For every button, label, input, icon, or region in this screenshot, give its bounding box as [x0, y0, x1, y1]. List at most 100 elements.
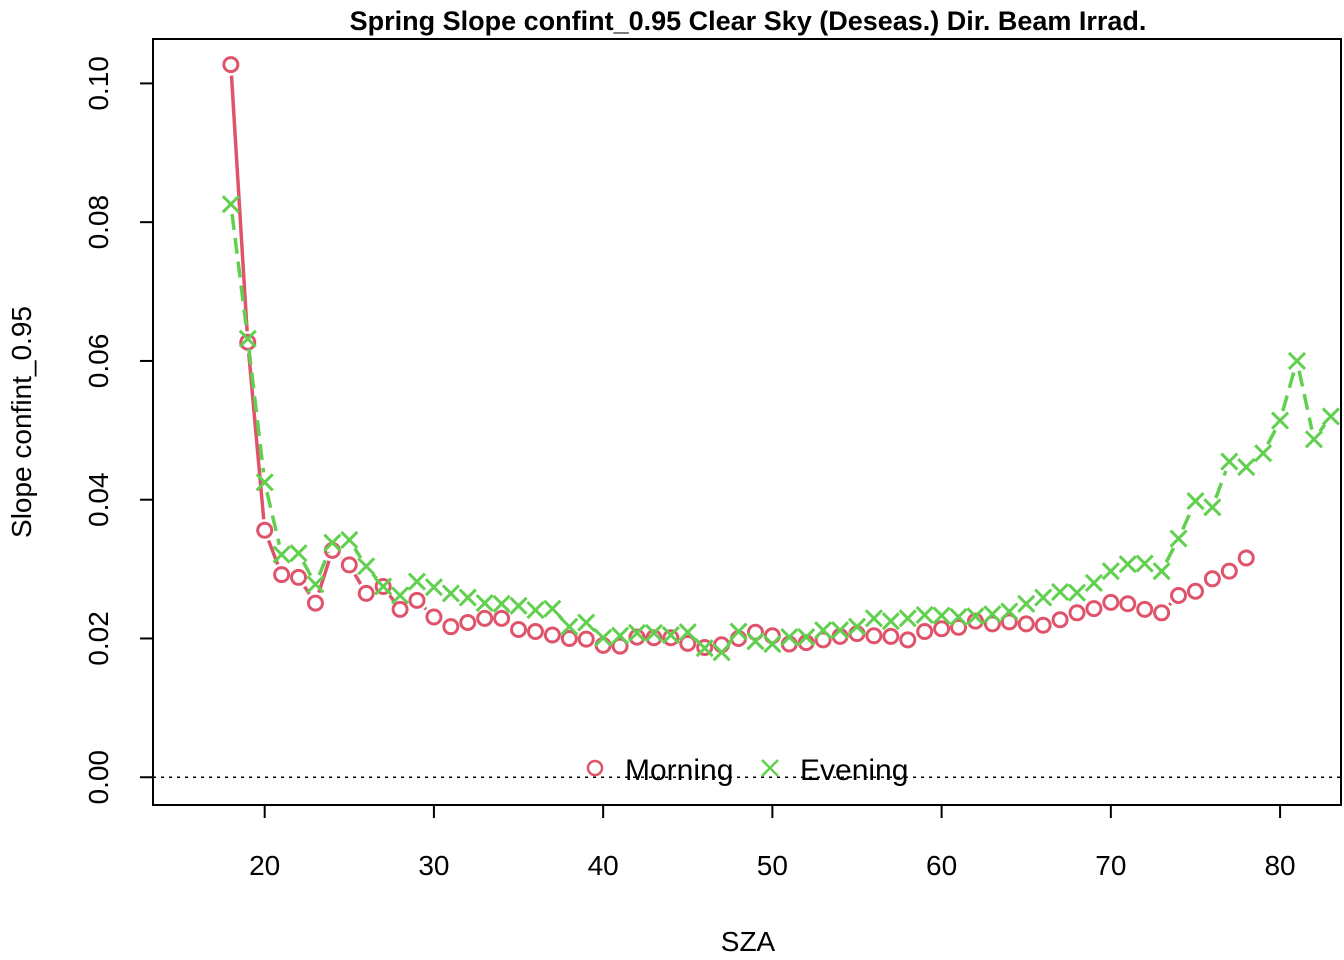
evening-line-segment — [1214, 470, 1228, 499]
evening-point — [577, 613, 596, 632]
y-tick-label: 0.06 — [83, 334, 114, 389]
morning-point — [1085, 600, 1103, 618]
evening-point — [814, 621, 833, 640]
morning-point — [425, 608, 443, 626]
morning-point — [696, 638, 714, 656]
x-tick-label: 30 — [418, 850, 449, 881]
evening-line-segment — [230, 213, 249, 330]
evening-point — [340, 530, 359, 550]
morning-point — [323, 541, 341, 559]
x-axis: 20 30 40 50 60 70 80 — [249, 804, 1296, 881]
y-tick-label: 0.02 — [83, 611, 114, 666]
evening-point — [424, 578, 443, 597]
y-tick-label: 0.08 — [83, 195, 114, 250]
morning-point — [1220, 562, 1238, 580]
morning-point — [374, 577, 392, 595]
morning-point — [493, 609, 511, 627]
evening-point — [374, 577, 393, 596]
morning-line-segment — [1168, 602, 1173, 607]
evening-point — [881, 612, 900, 631]
evening-point — [1000, 602, 1019, 621]
morning-point — [560, 629, 578, 647]
evening-line-segment — [1164, 546, 1176, 564]
evening-point — [949, 607, 968, 627]
evening-point — [1152, 562, 1171, 581]
evening-point — [780, 628, 799, 647]
evening-point — [898, 609, 917, 628]
legend: Morning Evening — [586, 754, 908, 787]
evening-point — [255, 473, 274, 492]
x-axis-label: SZA — [721, 926, 776, 957]
morning-point — [1170, 586, 1188, 604]
evening-point — [475, 594, 494, 613]
evening-point — [1017, 594, 1036, 613]
y-axis: 0.00 0.02 0.04 0.06 0.08 0.10 — [83, 56, 154, 804]
evening-point — [763, 634, 782, 654]
morning-point — [865, 627, 883, 645]
evening-point — [797, 628, 816, 647]
evening-point — [1321, 407, 1340, 426]
evening-point — [441, 584, 460, 603]
evening-point — [1051, 582, 1070, 602]
evening-point — [627, 623, 647, 642]
evening-point — [729, 622, 748, 641]
evening-point — [678, 623, 697, 642]
morning-point — [1203, 570, 1221, 588]
evening-point — [509, 596, 528, 615]
morning-point — [357, 584, 375, 602]
evening-line-segment — [1266, 428, 1278, 446]
evening-line-segment — [1181, 509, 1193, 531]
morning-point — [510, 620, 528, 638]
morning-line-segment — [229, 75, 249, 332]
morning-point — [594, 636, 612, 654]
evening-point — [1084, 573, 1103, 593]
evening-point — [289, 544, 308, 563]
morning-point — [950, 618, 968, 636]
evening-point — [847, 617, 867, 636]
evening-point — [306, 575, 325, 594]
morning-point — [1186, 582, 1204, 600]
evening-point — [407, 572, 427, 591]
morning-line-segment — [423, 606, 428, 611]
morning-point — [442, 618, 460, 636]
morning-point — [340, 556, 358, 574]
evening-point — [1135, 554, 1154, 573]
morning-point — [1136, 600, 1154, 618]
x-tick-label: 80 — [1264, 850, 1295, 881]
evening-point — [712, 643, 731, 662]
evening-point — [932, 606, 951, 625]
morning-point — [222, 56, 240, 74]
evening-point — [526, 600, 545, 620]
evening-point — [915, 605, 934, 624]
morning-point — [713, 636, 731, 654]
evening-line-segment — [265, 491, 282, 546]
y-tick-label: 0.10 — [83, 56, 114, 111]
morning-point — [679, 634, 697, 652]
morning-point — [1051, 611, 1069, 629]
chart-title: Spring Slope confint_0.95 Clear Sky (Des… — [350, 6, 1147, 36]
morning-point — [391, 600, 409, 618]
evening-point — [831, 621, 850, 640]
x-tick-label: 50 — [757, 850, 788, 881]
morning-point — [1237, 549, 1255, 567]
morning-point — [916, 623, 934, 641]
y-axis-label: Slope confint_0.95 — [6, 306, 37, 538]
series-morning — [222, 56, 1255, 656]
morning-point — [1068, 604, 1086, 622]
x-tick-label: 70 — [1095, 850, 1126, 881]
legend-evening-marker — [761, 759, 779, 777]
evening-point — [611, 626, 630, 645]
morning-point — [408, 591, 426, 609]
morning-point — [526, 623, 544, 641]
evening-point — [1304, 430, 1323, 449]
morning-point — [1000, 613, 1018, 631]
evening-point — [661, 625, 680, 645]
plot-frame — [152, 38, 1342, 806]
morning-point — [1034, 616, 1052, 634]
evening-point — [864, 609, 883, 628]
legend-morning-label: Morning — [625, 754, 733, 787]
evening-point — [1287, 351, 1307, 371]
morning-line-segment — [388, 594, 395, 602]
morning-point — [1119, 595, 1137, 613]
